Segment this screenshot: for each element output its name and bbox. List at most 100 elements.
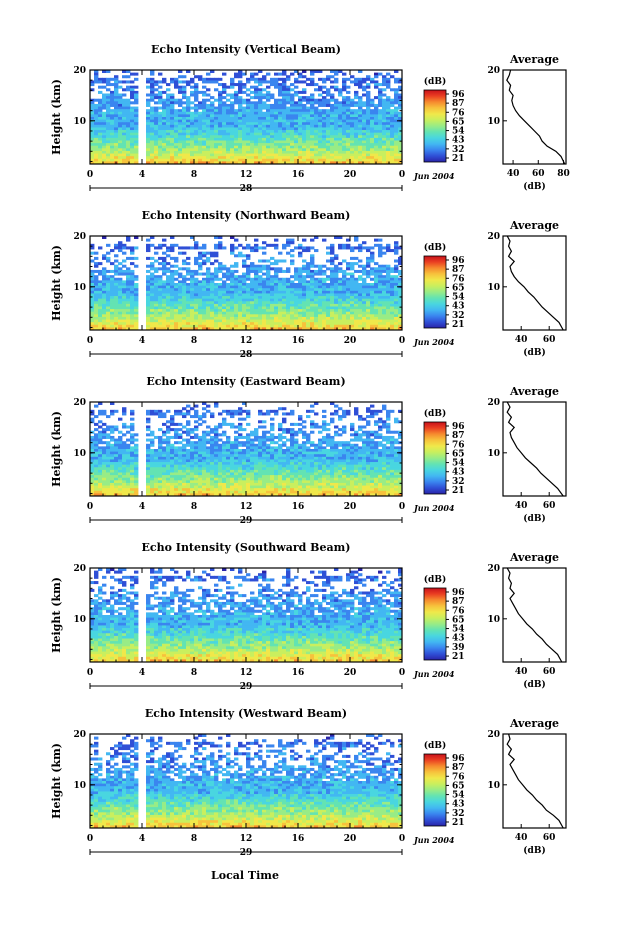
heatmap-cell bbox=[314, 70, 319, 74]
heatmap-cell bbox=[322, 283, 327, 287]
heatmap-cell bbox=[282, 306, 287, 310]
heatmap-cell bbox=[366, 409, 371, 413]
heatmap-cell bbox=[158, 111, 163, 115]
heatmap-cell bbox=[334, 404, 339, 408]
heatmap-cell bbox=[286, 158, 291, 162]
heatmap-cell bbox=[298, 267, 303, 271]
heatmap-cell bbox=[302, 298, 307, 302]
heatmap-cell bbox=[246, 88, 251, 92]
heatmap-cell bbox=[130, 275, 135, 279]
heatmap-cell bbox=[186, 106, 191, 110]
heatmap-cell bbox=[250, 135, 255, 139]
heatmap-cell bbox=[362, 132, 367, 136]
heatmap-cell bbox=[370, 145, 375, 149]
heatmap-cell bbox=[246, 103, 251, 107]
heatmap-cell bbox=[278, 145, 283, 149]
heatmap-cell bbox=[186, 428, 191, 432]
heatmap-cell bbox=[374, 158, 379, 162]
heatmap-cell bbox=[390, 158, 395, 162]
heatmap-cell bbox=[270, 145, 275, 149]
heatmap-cell bbox=[206, 145, 211, 149]
heatmap-cell bbox=[330, 290, 335, 294]
heatmap-cell bbox=[198, 309, 203, 313]
heatmap-cell bbox=[90, 314, 95, 318]
heatmap-cell bbox=[206, 103, 211, 107]
heatmap-cell bbox=[110, 425, 115, 429]
heatmap-cell bbox=[314, 150, 319, 154]
heatmap-cell bbox=[334, 127, 339, 131]
heatmap-cell bbox=[190, 153, 195, 157]
heatmap-cell bbox=[114, 311, 119, 315]
heatmap-cell bbox=[370, 127, 375, 131]
heatmap-cell bbox=[118, 106, 123, 110]
heatmap-cell bbox=[358, 124, 363, 128]
heatmap-cell bbox=[214, 143, 219, 147]
heatmap-cell bbox=[258, 145, 263, 149]
heatmap-cell bbox=[398, 132, 403, 136]
heatmap-cell bbox=[222, 246, 227, 250]
heatmap-cell bbox=[354, 262, 359, 266]
heatmap-cell bbox=[302, 277, 307, 281]
heatmap-cell bbox=[326, 150, 331, 154]
heatmap-cell bbox=[298, 272, 303, 276]
heatmap-cell bbox=[310, 130, 315, 134]
heatmap-cell bbox=[266, 272, 271, 276]
heatmap-cell bbox=[154, 251, 159, 255]
heatmap-cell bbox=[230, 425, 235, 429]
heatmap-cell bbox=[110, 153, 115, 157]
heatmap-cell bbox=[102, 130, 107, 134]
heatmap-cell bbox=[106, 443, 111, 447]
heatmap-cell bbox=[202, 143, 207, 147]
heatmap-cell bbox=[230, 269, 235, 273]
heatmap-cell bbox=[286, 293, 291, 297]
heatmap-cell bbox=[386, 311, 391, 315]
heatmap-cell bbox=[94, 80, 99, 84]
heatmap-cell bbox=[178, 101, 183, 105]
heatmap-cell bbox=[110, 145, 115, 149]
heatmap-cell bbox=[266, 143, 271, 147]
heatmap-cell bbox=[198, 324, 203, 328]
heatmap-cell bbox=[282, 101, 287, 105]
heatmap-cell bbox=[366, 124, 371, 128]
heatmap-cell bbox=[266, 150, 271, 154]
heatmap-cell bbox=[262, 241, 267, 245]
heatmap-cell bbox=[194, 290, 199, 294]
heatmap-cell bbox=[334, 236, 339, 240]
heatmap-cell bbox=[374, 103, 379, 107]
heatmap-cell bbox=[90, 324, 95, 328]
heatmap-cell bbox=[258, 283, 263, 287]
heatmap-cell bbox=[206, 127, 211, 131]
heatmap-cell bbox=[370, 161, 375, 165]
heatmap-cell bbox=[146, 124, 151, 128]
heatmap-cell bbox=[94, 137, 99, 141]
heatmap-cell bbox=[378, 153, 383, 157]
heatmap-cell bbox=[318, 101, 323, 105]
heatmap-cell bbox=[382, 303, 387, 307]
heatmap-cell bbox=[354, 127, 359, 131]
heatmap-cell bbox=[330, 114, 335, 118]
heatmap-cell bbox=[286, 311, 291, 315]
heatmap-cell bbox=[158, 145, 163, 149]
heatmap-cell bbox=[326, 303, 331, 307]
heatmap-cell bbox=[246, 124, 251, 128]
heatmap-cell bbox=[294, 70, 299, 74]
echo-heatmap bbox=[90, 70, 403, 165]
heatmap-cell bbox=[354, 309, 359, 313]
heatmap-cell bbox=[146, 290, 151, 294]
heatmap-cell bbox=[186, 319, 191, 323]
heatmap-cell bbox=[346, 98, 351, 102]
heatmap-cell bbox=[290, 130, 295, 134]
heatmap-cell bbox=[282, 122, 287, 126]
heatmap-cell bbox=[306, 246, 311, 250]
heatmap-cell bbox=[362, 285, 367, 289]
heatmap-cell bbox=[282, 309, 287, 313]
heatmap-cell bbox=[318, 85, 323, 89]
heatmap-cell bbox=[358, 283, 363, 287]
heatmap-cell bbox=[278, 303, 283, 307]
heatmap-cell bbox=[206, 161, 211, 165]
heatmap-cell bbox=[202, 127, 207, 131]
heatmap-cell bbox=[298, 98, 303, 102]
heatmap-cell bbox=[214, 150, 219, 154]
heatmap-cell bbox=[258, 83, 263, 87]
heatmap-cell bbox=[202, 137, 207, 141]
